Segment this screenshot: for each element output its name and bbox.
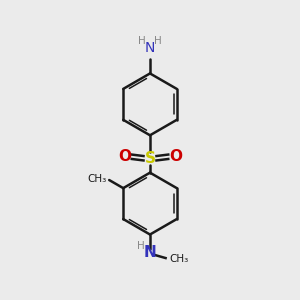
- Text: O: O: [118, 149, 131, 164]
- Text: H: H: [154, 36, 162, 46]
- Text: O: O: [169, 149, 182, 164]
- Text: CH₃: CH₃: [169, 254, 189, 264]
- Text: S: S: [145, 151, 155, 166]
- Text: N: N: [144, 245, 156, 260]
- Text: H: H: [138, 36, 146, 46]
- Text: H: H: [137, 241, 145, 251]
- Text: N: N: [145, 41, 155, 55]
- Text: CH₃: CH₃: [88, 174, 107, 184]
